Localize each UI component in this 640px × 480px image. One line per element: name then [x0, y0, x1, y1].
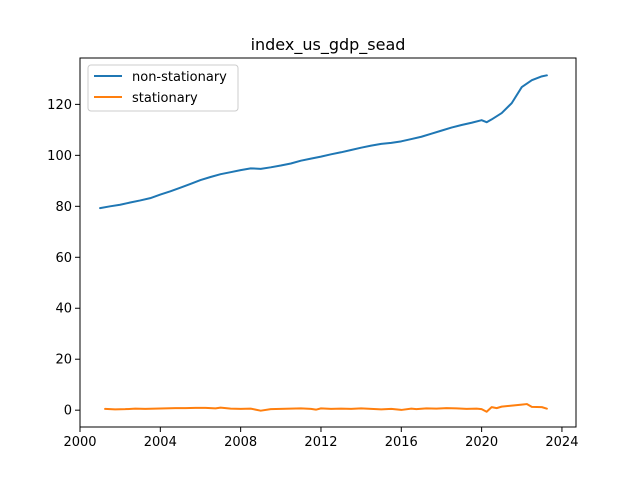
x-tick-label: 2004 — [144, 435, 177, 450]
legend-label-stationary: stationary — [132, 91, 198, 106]
x-tick-label: 2008 — [224, 435, 257, 450]
series-line-non-stationary — [99, 74, 548, 210]
legend-box — [87, 64, 239, 112]
y-tick-label: 40 — [55, 302, 72, 317]
y-tick-label: 100 — [47, 149, 72, 164]
x-tick-label: 2016 — [385, 435, 418, 450]
x-axis: 2000 2004 2008 2012 2016 2020 2024 — [63, 427, 578, 450]
x-tick-label: 2000 — [63, 435, 96, 450]
legend-label-non-stationary: non-stationary — [132, 70, 227, 85]
series-line-stationary — [104, 403, 548, 413]
plot-area — [99, 74, 548, 413]
chart-title: index_us_gdp_sead — [251, 35, 406, 55]
y-tick-label: 20 — [55, 353, 72, 368]
y-tick-label: 80 — [55, 200, 72, 215]
y-tick-label: 60 — [55, 251, 72, 266]
plot-frame — [79, 57, 577, 428]
y-axis: 0 20 40 60 80 100 120 — [47, 98, 80, 419]
x-tick-label: 2024 — [545, 435, 578, 450]
y-tick-label: 120 — [47, 98, 72, 113]
y-tick-label: 0 — [64, 404, 72, 419]
x-tick-label: 2020 — [465, 435, 498, 450]
x-tick-label: 2012 — [304, 435, 337, 450]
legend: non-stationary stationary — [87, 64, 239, 112]
